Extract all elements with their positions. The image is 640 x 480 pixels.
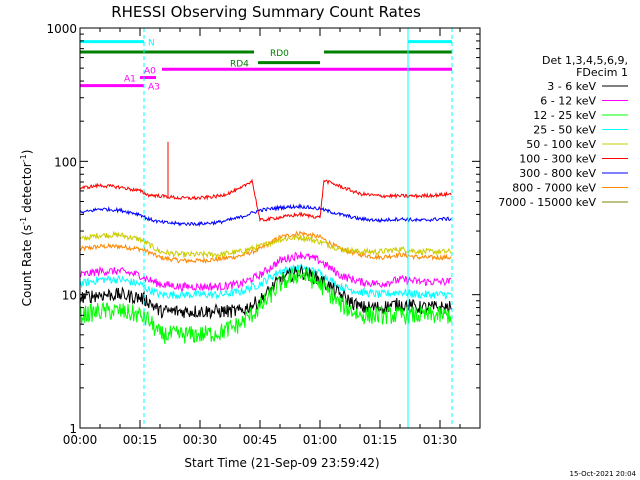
chart-title: RHESSI Observing Summary Count Rates bbox=[111, 3, 421, 21]
y-axis: 1 10 100 1000 bbox=[46, 22, 480, 436]
y-axis-label: Count Rate (s-1 detector-1) bbox=[19, 150, 34, 307]
legend-label: 6 - 12 keV bbox=[540, 95, 596, 108]
x-axis: 00:00 00:15 00:30 00:45 01:00 01:15 01:30 bbox=[63, 28, 461, 447]
legend-label: 12 - 25 keV bbox=[533, 109, 596, 122]
legend-label: 300 - 800 keV bbox=[519, 167, 596, 180]
y-tick-label: 1 bbox=[69, 422, 77, 436]
state-bar-label-rd0: RD0 bbox=[270, 49, 289, 59]
series-line-1 bbox=[79, 251, 452, 292]
series-line-5 bbox=[79, 178, 452, 223]
series-line-3 bbox=[79, 263, 452, 300]
state-bar-label-rd4: RD4 bbox=[230, 60, 249, 70]
state-vlines bbox=[79, 28, 453, 428]
state-bar-label-a3: A3 bbox=[148, 83, 160, 93]
legend-label: 100 - 300 keV bbox=[519, 153, 596, 166]
x-tick-label: 00:15 bbox=[123, 433, 158, 447]
x-tick-label: 00:30 bbox=[183, 433, 218, 447]
legend-header: Det 1,3,4,5,6,9, bbox=[542, 54, 628, 67]
series-line-6 bbox=[79, 203, 452, 227]
plot-traces bbox=[79, 141, 452, 345]
timestamp-label: 15-Oct-2021 20:04 bbox=[570, 470, 637, 478]
legend-label: 3 - 6 keV bbox=[547, 80, 596, 93]
series-line-4 bbox=[79, 230, 452, 259]
x-tick-label: 01:30 bbox=[423, 433, 458, 447]
legend-label: 25 - 50 keV bbox=[533, 124, 596, 137]
legend-header: FDecim 1 bbox=[576, 66, 628, 79]
x-tick-label: 01:15 bbox=[363, 433, 398, 447]
y-tick-label: 10 bbox=[62, 289, 77, 303]
state-bar-label-a0: A0 bbox=[144, 66, 156, 76]
legend-label: 800 - 7000 keV bbox=[512, 182, 596, 195]
state-bar-label-a1: A1 bbox=[124, 75, 136, 85]
legend-label: 7000 - 15000 keV bbox=[498, 196, 596, 209]
state-bar-label-n: N bbox=[148, 39, 155, 49]
legend: Det 1,3,4,5,6,9,FDecim 13 - 6 keV 6 - 12 … bbox=[498, 54, 628, 209]
y-tick-label: 100 bbox=[54, 155, 77, 169]
series-line-7 bbox=[79, 230, 452, 264]
x-tick-label: 00:45 bbox=[243, 433, 278, 447]
x-tick-label: 01:00 bbox=[303, 433, 338, 447]
x-axis-label: Start Time (21-Sep-09 23:59:42) bbox=[184, 456, 379, 470]
series-line-2 bbox=[79, 267, 452, 345]
x-tick-label: 00:00 bbox=[63, 433, 98, 447]
state-bars: N RD0 RD4 A0 A1 A3 bbox=[80, 39, 452, 93]
y-tick-label: 1000 bbox=[46, 22, 77, 36]
legend-label: 50 - 100 keV bbox=[526, 138, 596, 151]
plot-frame bbox=[79, 27, 481, 429]
